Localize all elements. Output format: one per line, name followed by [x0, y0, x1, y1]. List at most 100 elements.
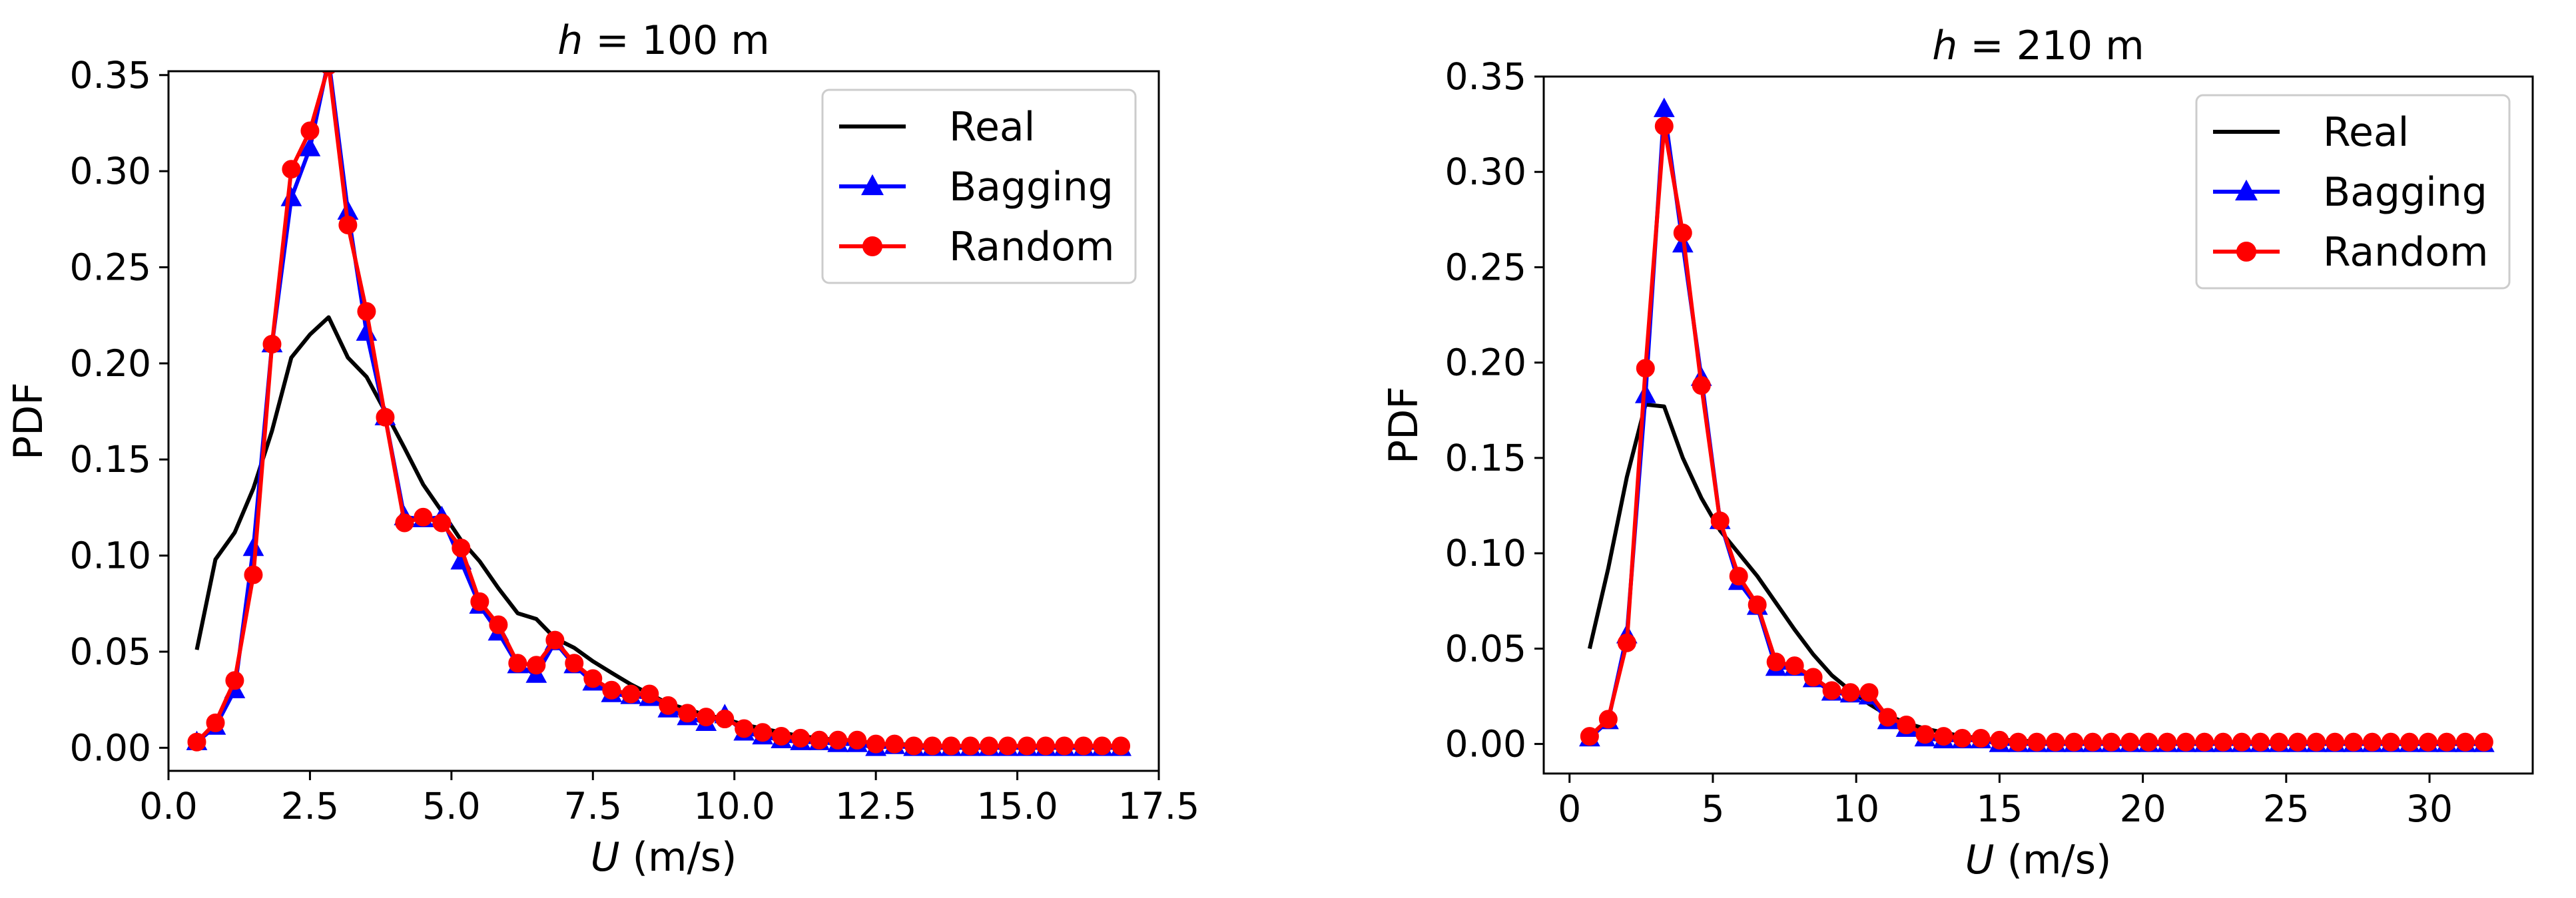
chart1-x-axis-label-text: (m/s): [1995, 837, 2112, 883]
chart1-series-random-point: [1934, 727, 1953, 746]
chart0-series-random-point: [1074, 736, 1093, 756]
chart1-series-random-point: [2083, 732, 2102, 752]
chart0-x-axis-label-text: (m/s): [620, 834, 737, 881]
chart1-y-tick-label: 0.30: [1445, 150, 1526, 193]
chart0-series-random-point: [452, 539, 471, 558]
chart0-series-random-point: [678, 704, 697, 723]
chart0-y-tick-label: 0.15: [70, 438, 151, 481]
chart1-series-random-point: [1729, 566, 1748, 586]
chart0-y-axis-label: PDF: [5, 382, 52, 460]
chart0-series-bagging-point: [299, 136, 321, 156]
chart1-series-random-point: [1748, 595, 1767, 614]
chart1-series-random-point: [2214, 732, 2233, 752]
chart0-y-tick-label: 0.35: [70, 54, 151, 97]
chart0-series-random-point: [357, 302, 376, 321]
chart1-x-tick-label: 10: [1833, 787, 1879, 830]
chart0-series-random-point: [225, 671, 244, 690]
chart0-x-tick-label: 0.0: [139, 785, 197, 827]
chart1-series-random-point: [2474, 732, 2493, 752]
chart0-x-tick-label: 12.5: [835, 785, 916, 827]
chart1-series-random-point: [2251, 732, 2270, 752]
chart0-series-random-point: [885, 734, 904, 754]
chart1-title-variable: h: [1932, 23, 1957, 69]
chart0-axes-frame: [167, 70, 1160, 772]
chart0-series-random-point: [753, 723, 773, 742]
chart1-series-random-point: [1859, 683, 1879, 702]
chart0-series-random-point: [395, 513, 414, 533]
chart0-series-random-point: [942, 736, 961, 756]
chart1-series-random-point: [2009, 732, 2028, 752]
chart0-y-tick-label: 0.05: [70, 630, 151, 673]
chart1-series-random-point: [1841, 683, 1860, 702]
chart0-y-tick-label: 0.30: [70, 150, 151, 192]
chart1-series-random-point: [1897, 715, 1916, 734]
chart0-series-random-point: [300, 121, 320, 140]
chart1-series-random-point: [2065, 732, 2084, 752]
chart0-series-random-point: [1093, 736, 1112, 756]
chart0-series-random-point: [810, 730, 829, 750]
chart1-series-random-point: [2270, 732, 2289, 752]
chart1-series-random-point: [1692, 376, 1711, 395]
chart0-series-random-point: [715, 710, 735, 729]
chart-panel-h100: 0.0 2.5 5.0 7.5 10.0 12.5 15.0 17.5 0.00 0.05 0.10…: [5, 17, 1199, 881]
chart0-series-random-point: [659, 696, 678, 715]
chart1-series-random-point: [1617, 633, 1636, 652]
chart0-legend-real-label: Real: [949, 104, 1035, 150]
chart0-series-random-point: [1055, 736, 1074, 756]
chart0-series-random-point: [772, 727, 791, 746]
chart1-y-tick-label: 0.05: [1445, 627, 1526, 670]
chart0-series-random-point: [527, 656, 546, 675]
chart1-x-axis-label-variable: U: [1965, 837, 1995, 883]
chart0-series-random-point: [470, 592, 489, 611]
chart0-series-random-point: [828, 730, 848, 750]
chart1-series-random-point: [1971, 729, 1991, 748]
chart1-legend-random-marker: [2236, 242, 2256, 262]
chart1-y-tick-label: 0.25: [1445, 246, 1526, 288]
chart0-series-random-point: [489, 615, 508, 634]
chart1-series-random-point: [1878, 708, 1897, 727]
chart0-series-random-point: [244, 565, 263, 584]
chart1-series-random-point: [1953, 729, 1972, 748]
chart1-legend-bagging-label: Bagging: [2323, 169, 2487, 216]
chart0-y-tick-label: 0.25: [70, 246, 151, 289]
chart1-series-random-point: [1580, 727, 1599, 746]
chart1-series-random-point: [2455, 732, 2475, 752]
chart0-series-random-point: [206, 713, 225, 732]
chart1-series-random-point: [1598, 710, 1618, 729]
chart0-series-random-point: [1036, 736, 1056, 756]
chart0-series-random-point: [640, 684, 659, 704]
chart1-series-random-point: [2437, 732, 2456, 752]
chart1-series-random-point: [1822, 681, 1841, 700]
chart1-y-axis-label: PDF: [1381, 386, 1427, 464]
chart0-series-random-point: [602, 680, 621, 700]
chart1-series-random-point: [1673, 223, 1692, 242]
chart0-series-random-point: [432, 513, 452, 533]
chart1-series-bagging-point: [1653, 97, 1675, 117]
chart0-x-tick-label: 5.0: [422, 785, 480, 827]
chart1-series-random-point: [2120, 732, 2140, 752]
chart1-x-tick-label: 15: [1976, 787, 2023, 830]
chart-panel-h210: 0 5 10 15 20 25 30 0.00 0.05 0.10 0.15 0.20 0.25 0.30…: [1381, 23, 2534, 883]
chart0-title-text: = 100 m: [583, 17, 769, 64]
chart0-plot-area: [186, 71, 1131, 756]
chart1-series-random-point: [1785, 656, 1804, 676]
chart0-series-random-point: [923, 736, 942, 756]
chart1-legend-box: [2195, 94, 2511, 290]
chart0-series-random-point: [187, 732, 206, 752]
chart1-series-random-point: [1766, 652, 1785, 672]
chart1-series-random-point: [1654, 116, 1674, 136]
chart0-series-random-point: [1018, 736, 1037, 756]
chart1-x-tick-label: 0: [1558, 787, 1581, 830]
chart0-y-tick-label: 0.10: [70, 535, 151, 577]
chart0-legend-bagging-label: Bagging: [949, 164, 1114, 210]
chart1-series-random-point: [2232, 732, 2252, 752]
chart1-y-tick-label: 0.00: [1445, 723, 1526, 766]
chart0-series-random-point: [961, 736, 980, 756]
chart1-series-random-point: [2046, 732, 2065, 752]
chart0-series-random-point: [904, 736, 924, 756]
chart1-y-tick-label: 0.20: [1445, 341, 1526, 384]
chart1-series-random-point: [2102, 732, 2121, 752]
chart0-legend-box: [821, 89, 1137, 284]
